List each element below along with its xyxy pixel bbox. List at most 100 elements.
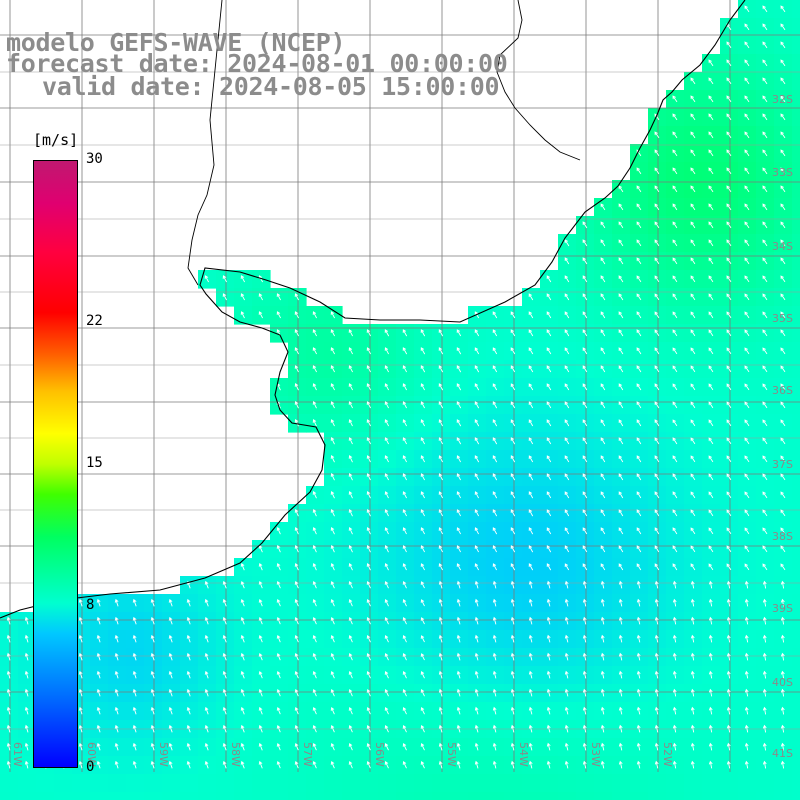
wind-arrow (618, 652, 623, 661)
wind-arrow (564, 401, 570, 409)
longitude-label: 56W (373, 742, 386, 767)
wind-arrow (150, 670, 155, 679)
wind-speed-cell (270, 774, 289, 793)
wind-arrow (780, 239, 786, 247)
wind-arrow (582, 598, 587, 607)
wind-arrow (456, 473, 461, 481)
wind-arrow (744, 652, 749, 661)
wind-arrow (96, 760, 101, 769)
wind-arrow (708, 509, 714, 517)
wind-arrow (762, 5, 768, 13)
wind-arrow (762, 724, 767, 733)
wind-speed-cell (576, 792, 595, 800)
wind-arrow (510, 616, 515, 625)
wind-arrow (690, 113, 696, 121)
wind-arrow (186, 742, 191, 751)
wind-speed-cell (126, 792, 145, 800)
wind-arrow (456, 491, 461, 499)
wind-speed-cell (792, 108, 800, 127)
wind-arrow (726, 347, 732, 355)
wind-arrow (330, 401, 335, 409)
wind-arrow (600, 437, 606, 445)
wind-speed-cell (648, 774, 667, 793)
wind-arrow (330, 563, 335, 571)
wind-arrow (564, 724, 569, 733)
wind-speed-cell (792, 612, 800, 631)
wind-speed-cell (522, 792, 541, 800)
wind-arrow (546, 419, 552, 427)
wind-arrow (726, 670, 731, 679)
wind-arrow (150, 688, 155, 697)
wind-arrow (312, 617, 317, 625)
wind-arrow (186, 616, 191, 625)
wind-arrow (744, 23, 750, 31)
wind-arrow (438, 509, 443, 517)
wind-arrow (528, 401, 534, 409)
wind-arrow (420, 347, 426, 355)
wind-arrow (402, 581, 407, 589)
wind-arrow (618, 185, 624, 193)
wind-arrow (618, 634, 623, 643)
wind-arrow (780, 724, 785, 733)
wind-arrow (744, 509, 750, 517)
wind-arrow (654, 257, 660, 265)
wind-speed-cell (198, 774, 217, 793)
wind-arrow (6, 724, 11, 733)
wind-arrow (708, 221, 714, 229)
wind-arrow (672, 652, 677, 661)
wind-arrow (402, 599, 407, 607)
wind-arrow (78, 598, 83, 607)
wind-arrow (780, 616, 785, 625)
wind-arrow (276, 581, 281, 589)
wind-arrow (708, 203, 714, 211)
wind-speed-cell (54, 774, 73, 793)
wind-arrow (528, 760, 533, 769)
wind-arrow (258, 563, 263, 571)
wind-arrow (492, 365, 498, 373)
wind-arrow (690, 509, 696, 517)
wind-arrow (744, 203, 750, 211)
wind-direction-arrows (6, 5, 786, 769)
wind-arrow (312, 509, 317, 517)
wind-arrow (780, 149, 786, 157)
wind-arrow (114, 706, 119, 715)
wind-arrow (420, 581, 425, 589)
wind-arrow (690, 527, 696, 535)
wind-arrow (600, 634, 605, 643)
wind-speed-cell (792, 594, 800, 613)
wind-arrow (582, 311, 588, 319)
wind-arrow (726, 239, 732, 247)
wind-arrow (654, 419, 660, 427)
wind-arrow (132, 742, 137, 751)
wind-arrow (726, 545, 732, 553)
wind-arrow (564, 706, 569, 715)
wind-arrow (330, 527, 335, 535)
wind-arrow (726, 77, 732, 85)
wind-arrow (708, 311, 714, 319)
wind-arrow (276, 670, 281, 679)
wind-arrow (546, 706, 551, 715)
wind-arrow (528, 580, 533, 589)
wind-speed-cell (792, 342, 800, 361)
wind-arrow (132, 688, 137, 697)
wind-arrow (762, 41, 768, 49)
wind-arrow (492, 473, 498, 481)
wind-arrow (600, 293, 606, 301)
wind-arrow (780, 473, 786, 481)
wind-arrow (744, 167, 750, 175)
wind-speed-cell (540, 792, 559, 800)
wind-arrow (780, 706, 785, 715)
wind-arrow (564, 383, 570, 391)
wind-speed-cell (756, 792, 775, 800)
wind-arrow (420, 743, 425, 751)
colorbar-unit: [m/s] (33, 131, 79, 149)
wind-arrow (222, 742, 227, 751)
wind-arrow (402, 725, 407, 733)
wind-arrow (762, 580, 767, 589)
wind-arrow (420, 383, 425, 391)
wind-arrow (438, 760, 443, 769)
wind-arrow (186, 670, 191, 679)
wind-arrow (348, 761, 353, 769)
wind-speed-cell (792, 504, 800, 523)
wind-arrow (492, 634, 497, 643)
